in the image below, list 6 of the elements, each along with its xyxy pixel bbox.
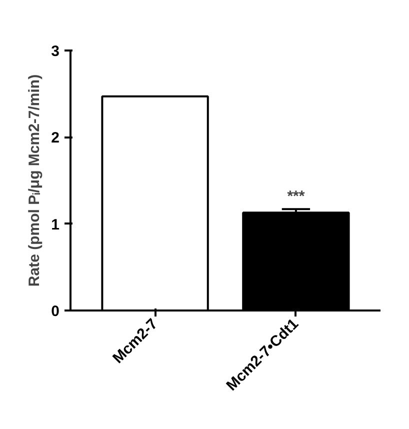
y-tick-label: 3 xyxy=(51,43,60,60)
y-tick-label: 2 xyxy=(51,130,60,147)
y-tick-label: 1 xyxy=(51,216,60,234)
y-axis-title: Rate (pmol Pᵢ/μg Mcm2-7/min) xyxy=(26,74,44,287)
y-tick-label: 0 xyxy=(51,303,60,320)
annotation: *** xyxy=(287,188,305,205)
